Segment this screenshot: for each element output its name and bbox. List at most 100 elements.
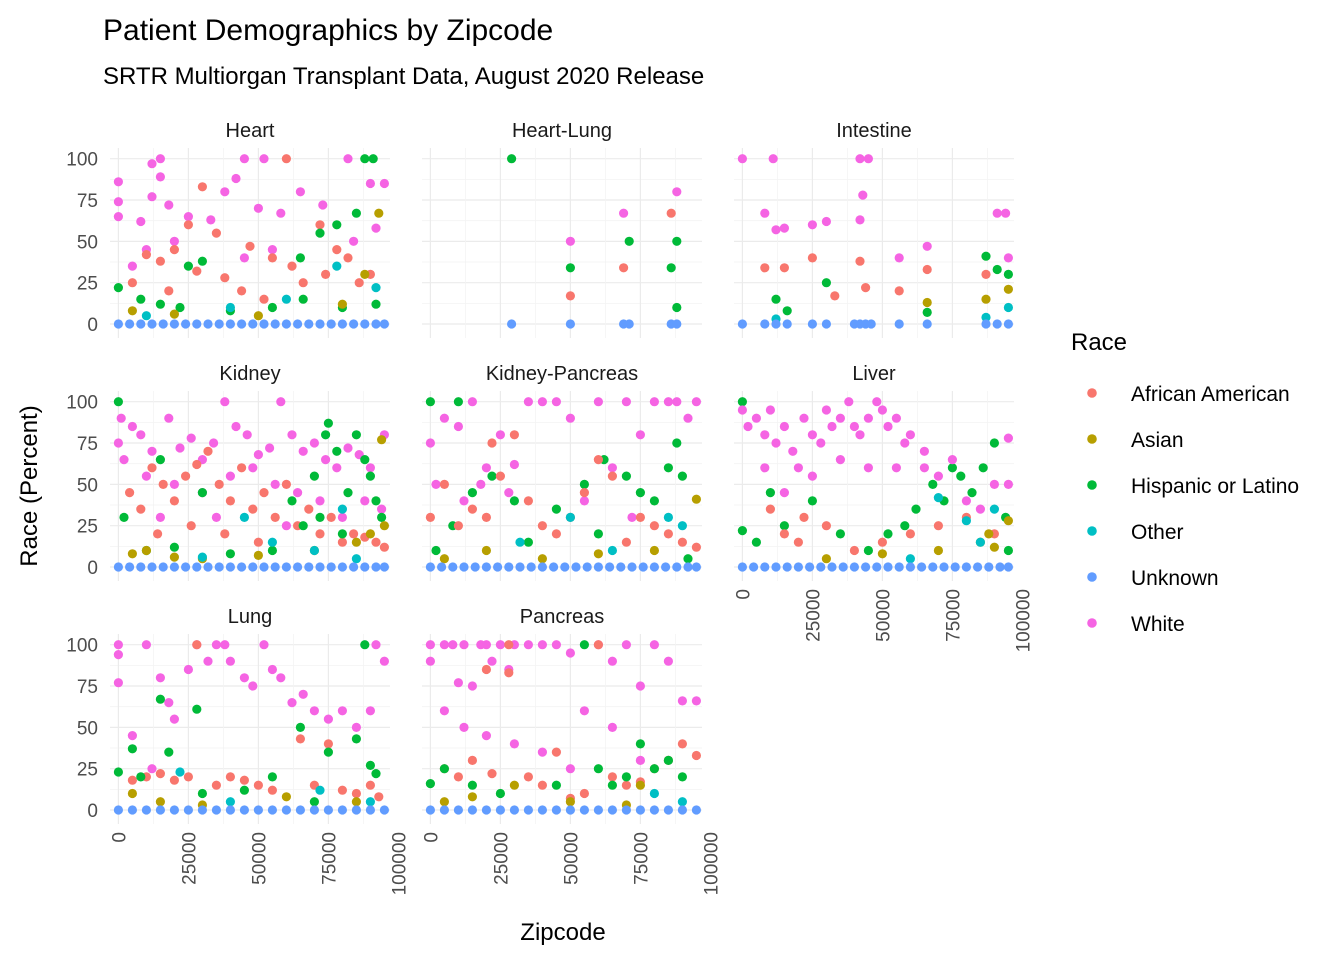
data-point: [155, 256, 165, 266]
data-point: [155, 455, 165, 465]
data-point: [635, 488, 646, 498]
data-point: [155, 797, 165, 807]
data-point: [537, 747, 548, 757]
data-point: [237, 463, 247, 473]
data-point: [649, 521, 660, 531]
data-point: [169, 542, 179, 552]
data-point: [989, 438, 1000, 448]
y-tick-label: 50: [77, 232, 98, 253]
data-point: [649, 788, 660, 799]
data-point: [304, 319, 314, 329]
data-point: [975, 504, 986, 514]
data-point: [649, 805, 660, 815]
data-point: [192, 704, 202, 714]
data-point: [169, 714, 179, 724]
data-point: [771, 562, 781, 572]
data-point: [315, 785, 325, 795]
data-point: [523, 397, 534, 407]
data-point: [371, 223, 381, 233]
data-point: [984, 529, 994, 539]
data-point: [365, 529, 375, 539]
data-point: [365, 706, 375, 716]
data-point: [978, 463, 988, 473]
data-point: [197, 788, 207, 799]
data-point: [183, 212, 193, 222]
data-point: [900, 521, 910, 531]
legend-label: African American: [1131, 383, 1290, 406]
data-point: [365, 178, 375, 189]
data-point: [467, 805, 477, 815]
data-point: [992, 319, 1002, 329]
data-point: [169, 479, 179, 489]
data-point: [459, 562, 469, 572]
facet-strip-label: Heart-Lung: [512, 120, 612, 142]
data-point: [326, 319, 336, 329]
y-tick-label: 100: [66, 636, 98, 657]
data-point: [507, 154, 517, 164]
data-point: [453, 678, 463, 688]
data-point: [607, 722, 618, 733]
data-point: [635, 681, 646, 691]
data-point: [147, 159, 157, 169]
data-point: [760, 208, 770, 218]
data-point: [830, 291, 840, 301]
data-point: [119, 455, 129, 465]
data-point: [565, 512, 576, 523]
data-point: [523, 496, 534, 506]
data-point: [849, 421, 860, 432]
x-tick-label: 100000: [389, 832, 410, 895]
data-point: [374, 792, 384, 802]
data-point: [861, 562, 871, 572]
data-point: [607, 772, 618, 782]
data-point: [237, 319, 247, 329]
data-point: [203, 656, 213, 666]
data-point: [431, 479, 441, 489]
data-point: [298, 521, 308, 531]
data-point: [989, 479, 1000, 489]
x-tick-label: 75000: [631, 832, 652, 885]
data-point: [351, 554, 361, 564]
data-point: [147, 562, 157, 572]
legend-title: Race: [1071, 329, 1127, 356]
data-point: [877, 537, 888, 547]
data-point: [677, 772, 688, 782]
data-point: [537, 521, 548, 531]
data-point: [607, 471, 618, 481]
data-point: [905, 554, 916, 564]
data-point: [248, 562, 258, 572]
data-point: [635, 755, 646, 766]
data-point: [1003, 319, 1014, 329]
data-point: [425, 656, 435, 666]
data-point: [663, 755, 674, 766]
data-point: [579, 706, 590, 716]
data-point: [877, 405, 888, 415]
data-point: [956, 471, 966, 481]
data-point: [807, 319, 818, 329]
data-point: [265, 443, 275, 453]
data-point: [749, 562, 759, 572]
data-point: [309, 438, 319, 448]
data-point: [481, 640, 491, 650]
x-tick-label: 100000: [701, 832, 722, 895]
data-point: [237, 286, 247, 296]
x-axis-label: Zipcode: [520, 919, 605, 946]
data-point: [365, 805, 375, 815]
data-point: [318, 200, 328, 210]
data-point: [354, 278, 364, 288]
data-point: [621, 537, 632, 547]
data-point: [821, 278, 832, 288]
data-point: [270, 562, 280, 572]
data-point: [225, 656, 235, 666]
data-point: [579, 805, 590, 815]
data-point: [782, 319, 792, 329]
legend-key: [1087, 434, 1097, 444]
data-point: [835, 529, 846, 539]
data-point: [807, 253, 818, 263]
data-point: [677, 739, 688, 749]
data-point: [467, 780, 477, 790]
facet-panel: Heart 0 25 50 75 100: [66, 120, 390, 338]
data-point: [779, 263, 790, 273]
data-point: [295, 734, 305, 744]
y-tick-label: 75: [77, 434, 98, 455]
data-point: [649, 764, 660, 774]
